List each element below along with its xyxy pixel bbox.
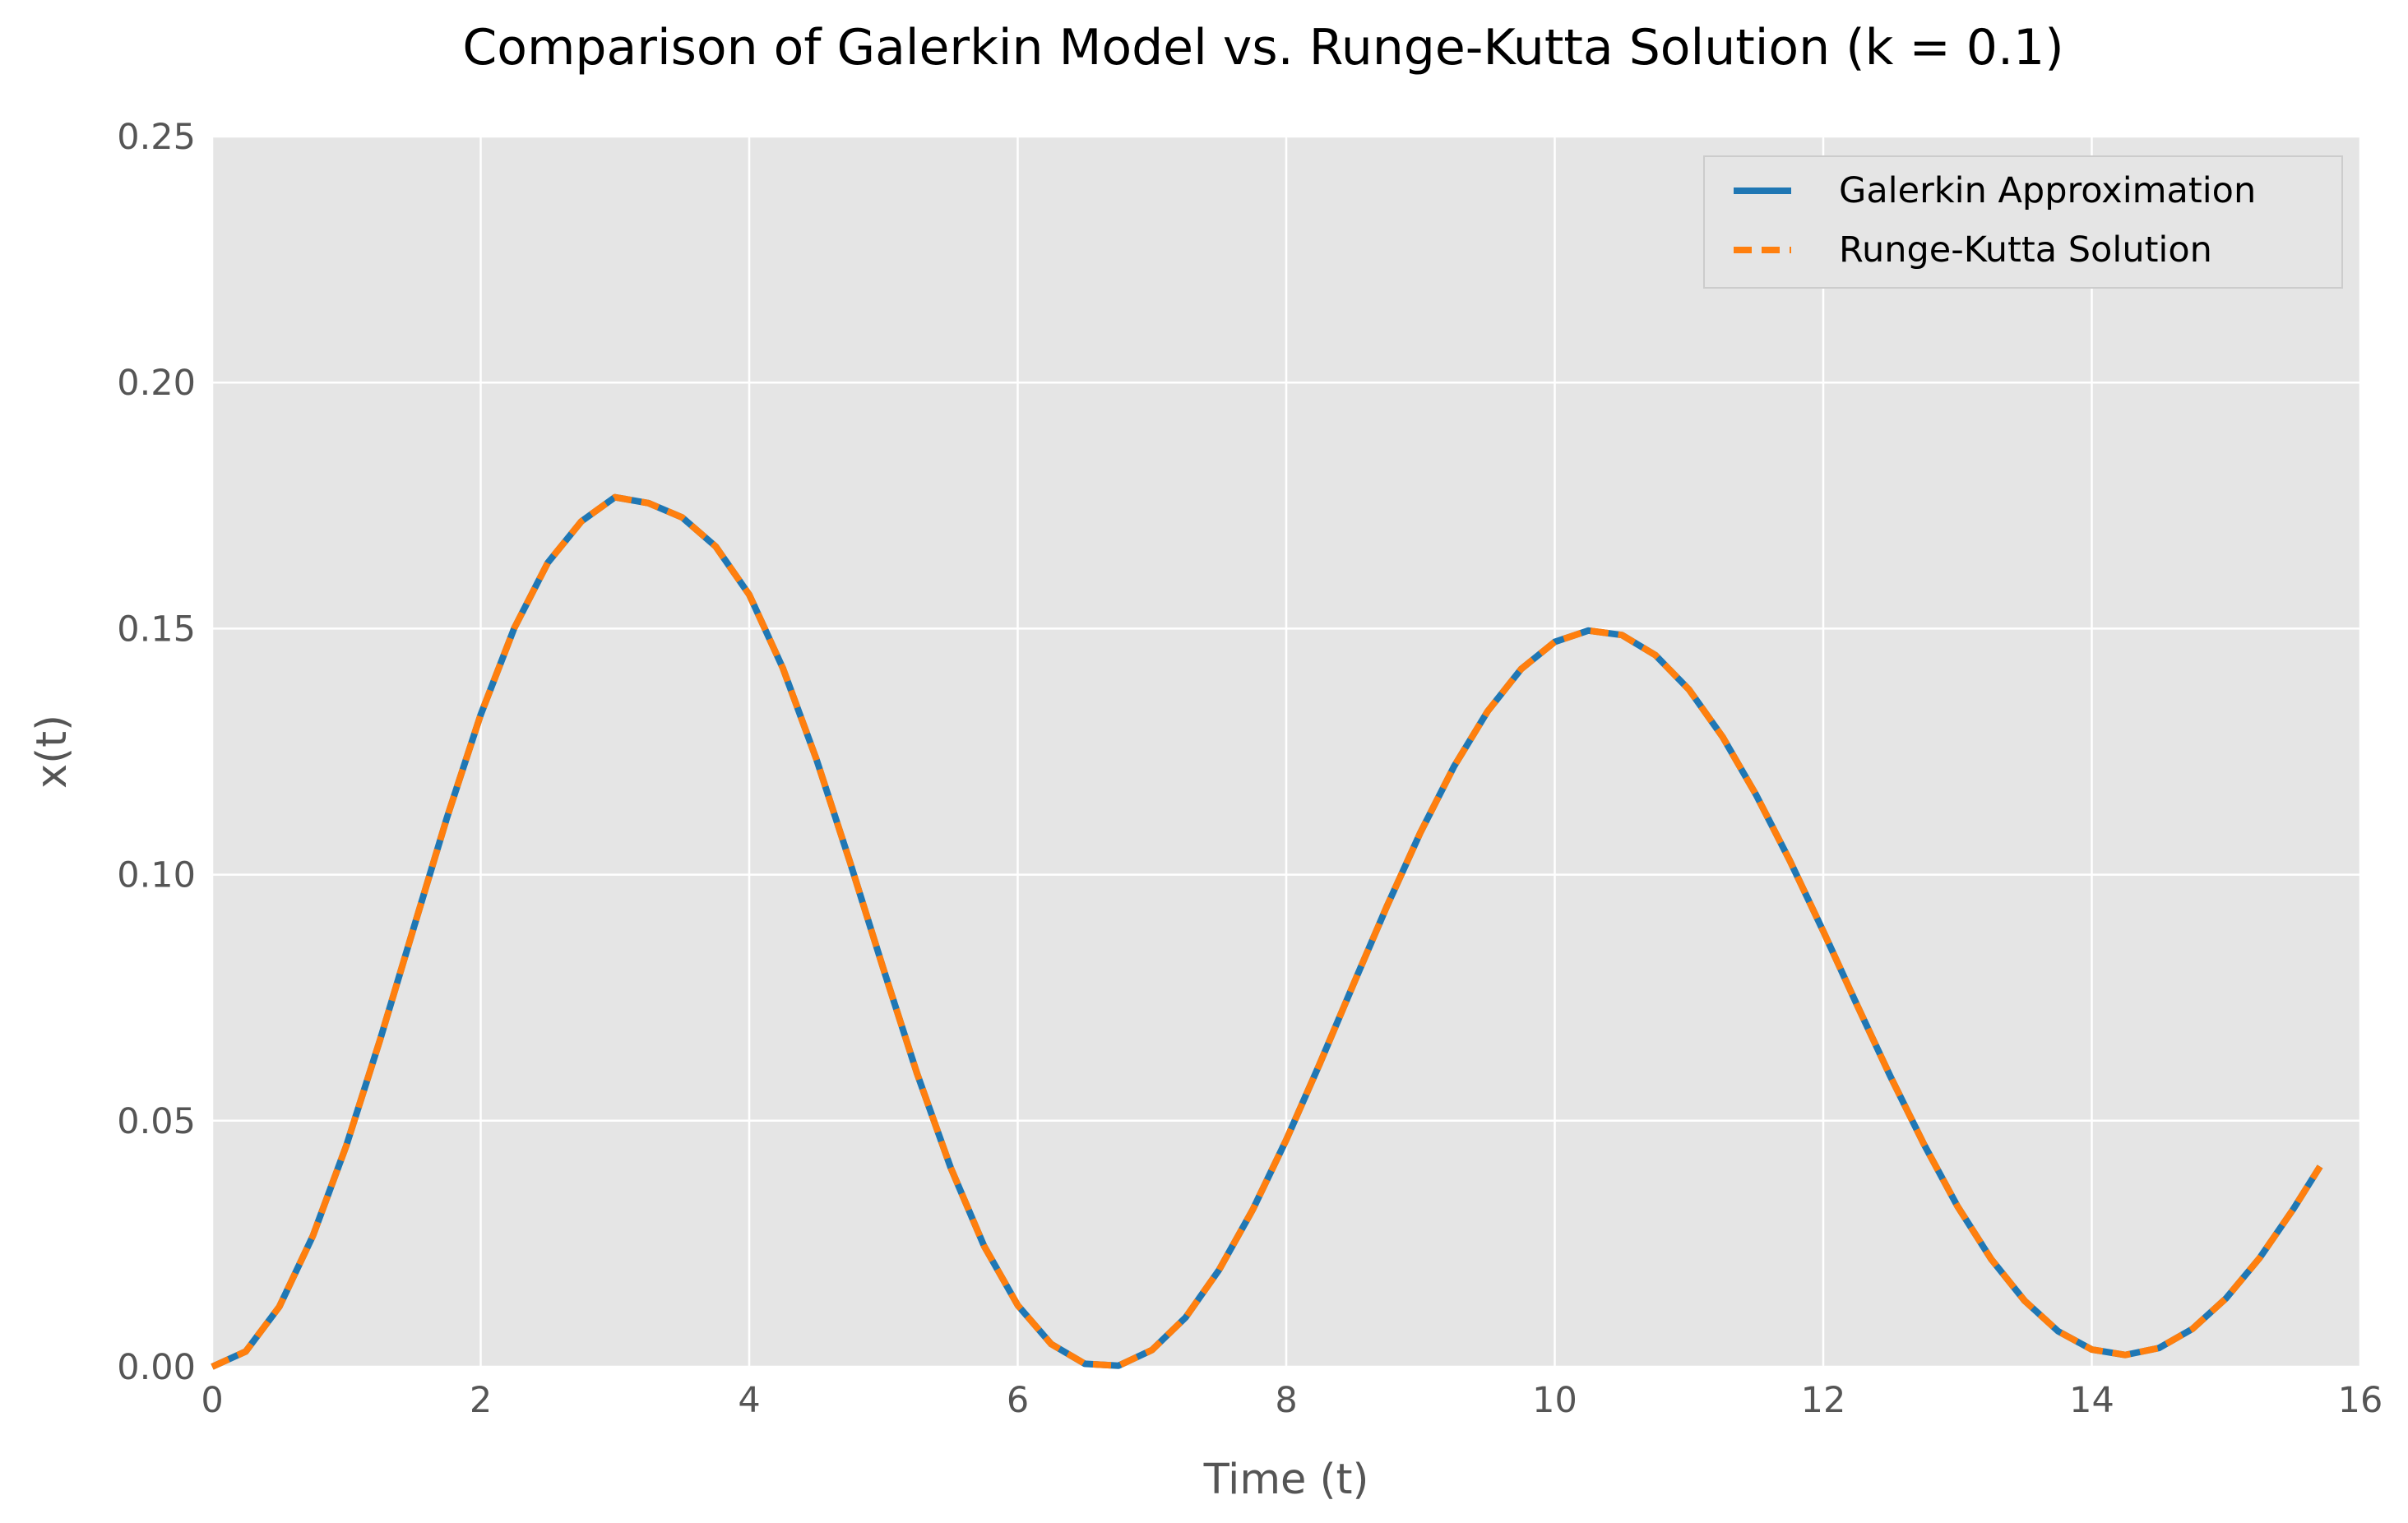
x-tick-label: 0	[201, 1380, 223, 1421]
y-tick-label: 0.20	[117, 363, 196, 404]
legend: Galerkin Approximation Runge-Kutta Solut…	[1703, 155, 2343, 289]
x-tick-label: 4	[738, 1380, 760, 1421]
x-tick-label: 8	[1275, 1380, 1297, 1421]
grid	[211, 135, 2362, 1368]
series-layer	[211, 493, 2323, 1370]
y-tick-label: 0.10	[117, 855, 196, 896]
x-tick-label: 10	[1532, 1380, 1577, 1421]
x-tick-label: 16	[2338, 1380, 2383, 1421]
y-tick-label: 0.05	[117, 1101, 196, 1142]
y-tick-label: 0.25	[117, 117, 196, 158]
x-tick-label: 14	[2069, 1380, 2114, 1421]
y-tick-label: 0.15	[117, 609, 196, 650]
y-tick-label: 0.00	[117, 1347, 196, 1388]
series-line-runge-kutta	[211, 493, 2323, 1370]
legend-box	[1703, 155, 2343, 289]
x-tick-label: 2	[470, 1380, 492, 1421]
ticks: 0 2 4 6 8 10 12 14 16 0.00 0.05 0.10 0.15 0.20 0.25	[117, 117, 2383, 1421]
x-tick-label: 6	[1007, 1380, 1029, 1421]
x-tick-label: 12	[1801, 1380, 1846, 1421]
y-axis-label: x(t)	[28, 715, 76, 789]
legend-label-runge-kutta: Runge-Kutta Solution	[1839, 229, 2212, 271]
legend-label-galerkin: Galerkin Approximation	[1839, 170, 2256, 211]
chart-title: Comparison of Galerkin Model vs. Runge-K…	[462, 19, 2063, 76]
x-axis-label: Time (t)	[1203, 1456, 1369, 1504]
